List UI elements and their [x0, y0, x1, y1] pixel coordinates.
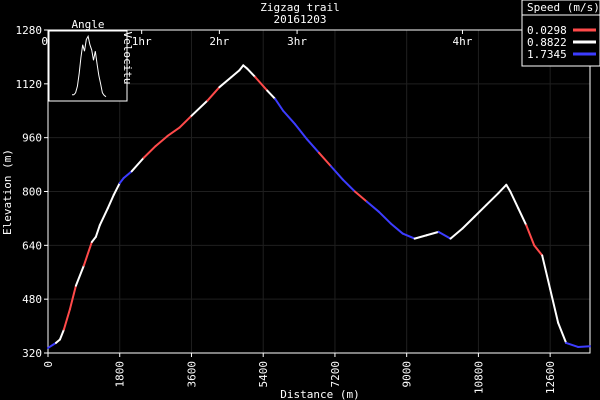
elevation-segment	[473, 203, 488, 218]
elevation-segment	[47, 341, 57, 349]
legend-item-label: 1.7345	[527, 48, 567, 61]
elevation-segment	[246, 67, 257, 79]
elevation-segment	[413, 234, 428, 240]
x-tick-label: 10800	[472, 361, 485, 394]
inset-y-label: Velocitu	[121, 32, 134, 85]
x-tick-label: 12600	[544, 361, 557, 394]
elevation-segment	[82, 240, 93, 267]
elevation-segment	[254, 76, 269, 92]
chart-subtitle: 20161203	[274, 13, 327, 26]
elevation-segment	[306, 138, 320, 154]
elevation-segment	[565, 341, 580, 348]
x-tick-label: 9000	[401, 361, 414, 388]
elevation-segment	[166, 126, 181, 137]
elevation-series	[47, 64, 591, 349]
elevation-segment	[425, 230, 440, 237]
elevation-segment	[341, 178, 356, 193]
elevation-segment	[541, 254, 552, 291]
elevation-segment	[329, 165, 344, 181]
legend-item-label: 0.8822	[527, 36, 567, 49]
elevation-segment	[106, 193, 115, 210]
y-axis-ticks: 320 480 640 800 960 1120 1280	[16, 24, 48, 360]
x-tick-label: 5400	[257, 361, 270, 388]
elevation-segment	[266, 89, 277, 100]
elevation-segment	[353, 190, 368, 203]
elevation-segment	[437, 230, 452, 240]
elevation-segment	[461, 215, 476, 230]
elevation-segment	[90, 235, 97, 243]
elevation-segment	[525, 224, 536, 247]
elevation-segment	[485, 192, 500, 206]
y-tick-label: 1120	[16, 78, 43, 91]
elevation-segment	[178, 114, 193, 129]
time-tick-label: 3hr	[287, 35, 307, 48]
inset-frame	[48, 30, 128, 102]
y-axis-label: Elevation (m)	[1, 149, 14, 235]
elevation-segment	[112, 182, 121, 196]
elevation-segment	[533, 244, 544, 257]
elevation-segment	[122, 170, 133, 180]
elevation-segment	[282, 109, 297, 126]
x-axis-label: Distance (m)	[280, 388, 359, 400]
elevation-segment	[377, 210, 392, 225]
elevation-segment	[218, 76, 233, 89]
legend-title: Speed (m/s)	[527, 1, 600, 14]
x-axis-ticks: 0 1800 3600 5400 7200 9000 10800 12600	[42, 353, 557, 394]
elevation-segment	[274, 97, 285, 112]
elevation-segment	[190, 99, 209, 117]
time-tick-label: 4hr	[453, 35, 473, 48]
elevation-segment	[505, 183, 512, 193]
elevation-segment	[577, 345, 591, 348]
x-tick-label: 0	[42, 361, 55, 368]
elevation-segment	[318, 151, 332, 168]
y-tick-label: 960	[22, 132, 42, 145]
elevation-segment	[509, 190, 520, 210]
elevation-segment	[62, 308, 71, 331]
elevation-segment	[557, 321, 568, 344]
elevation-segment	[68, 284, 77, 311]
elevation-segment	[449, 227, 464, 240]
inset-angle-line	[72, 34, 107, 98]
x-tick-label: 1800	[114, 361, 127, 388]
chart-title: Zigzag trail	[260, 1, 339, 14]
elevation-segment	[74, 264, 85, 287]
elevation-segment	[549, 288, 560, 324]
elevation-segment	[517, 207, 528, 227]
time-tick-label: 1hr	[132, 35, 152, 48]
elevation-segment	[389, 222, 404, 235]
x-tick-label: 3600	[185, 361, 198, 388]
inset-title: Angle	[71, 18, 104, 31]
legend-item-label: 0.0298	[527, 24, 567, 37]
elevation-segment	[154, 134, 169, 148]
elevation-segment	[497, 183, 508, 195]
elevation-segment	[365, 200, 380, 213]
elevation-segment	[118, 177, 125, 185]
elevation-segment	[230, 69, 241, 79]
elevation-segment	[294, 123, 309, 141]
elevation-segment	[401, 232, 416, 240]
elevation-segment	[238, 64, 245, 72]
x-tick-label: 7200	[329, 361, 342, 388]
elevation-segment	[58, 328, 65, 341]
y-tick-label: 1280	[16, 24, 43, 37]
elevation-segment	[94, 224, 101, 238]
elevation-segment	[98, 207, 109, 227]
y-tick-label: 800	[22, 186, 42, 199]
elevation-segment	[130, 156, 145, 173]
inset-angle-plot: Angle Velocitu	[48, 18, 134, 102]
elevation-segment	[206, 86, 221, 102]
y-tick-label: 640	[22, 239, 42, 252]
y-tick-label: 320	[22, 347, 42, 360]
time-tick-label: 2hr	[209, 35, 229, 48]
elevation-segment	[142, 145, 157, 159]
y-tick-label: 480	[22, 293, 42, 306]
